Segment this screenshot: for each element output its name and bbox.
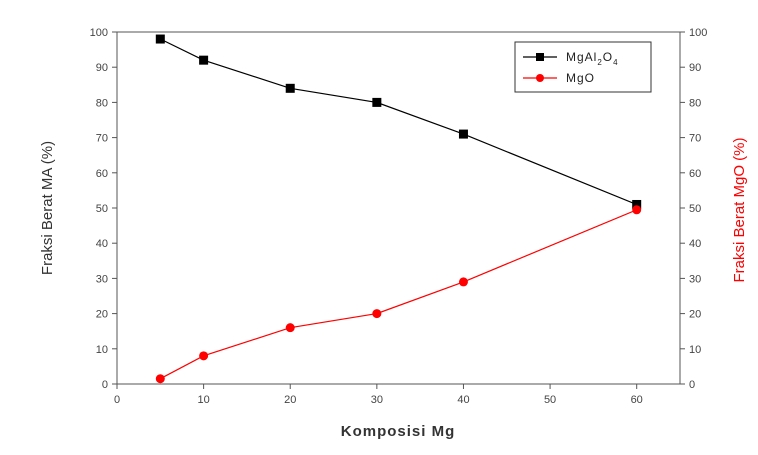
data-point-mgal2o4 [285, 83, 295, 93]
y-tick-label: 60 [96, 168, 108, 180]
legend-label-part: O [603, 50, 613, 64]
x-tick-label: 0 [114, 394, 120, 406]
data-point-mgo [155, 374, 165, 384]
data-point-mgal2o4 [632, 199, 642, 209]
y2-tick-label: 0 [689, 379, 695, 391]
y2-tick-label: 50 [689, 203, 701, 215]
legend-label-subscript: 4 [613, 58, 618, 67]
x-tick-label: 50 [544, 394, 556, 406]
legend-label-subscript: 2 [597, 58, 602, 67]
data-point-mgo [199, 351, 209, 361]
y2-tick-label: 10 [689, 344, 701, 356]
y-tick-label: 0 [102, 379, 108, 391]
data-point-mgal2o4 [458, 129, 468, 139]
legend-label: MgO [566, 71, 595, 85]
y-tick-label: 70 [96, 133, 108, 145]
y2-tick-label: 70 [689, 133, 701, 145]
x-tick-label: 40 [457, 394, 469, 406]
y2-tick-label: 40 [689, 238, 701, 250]
y2-tick-label: 60 [689, 168, 701, 180]
y-tick-label: 50 [96, 203, 108, 215]
x-tick-label: 30 [371, 394, 383, 406]
y2-tick-label: 80 [689, 97, 701, 109]
x-tick-label: 60 [631, 394, 643, 406]
y-axis-left: 0 10 20 30 40 50 60 70 80 90 100 [90, 27, 117, 391]
data-point-mgo [285, 323, 295, 333]
series-layer [155, 34, 642, 384]
x-axis-title: Komposisi Mg [341, 423, 456, 440]
y-tick-label: 40 [96, 238, 108, 250]
legend-marker-square [536, 53, 544, 61]
x-axis: 0 10 20 30 40 50 60 [114, 384, 643, 406]
data-point-mgo [372, 309, 382, 319]
x-tick-label: 10 [197, 394, 209, 406]
y-tick-label: 100 [90, 27, 108, 39]
y-tick-label: 90 [96, 62, 108, 74]
legend-box [514, 41, 652, 93]
y2-tick-label: 30 [689, 273, 701, 285]
data-point-mgo [632, 205, 642, 215]
y-axis-right-title: Fraksi Berat MgO (%) [731, 137, 748, 282]
y-tick-label: 20 [96, 309, 108, 321]
data-point-mgal2o4 [199, 55, 209, 65]
data-point-mgal2o4 [372, 97, 382, 107]
y2-tick-label: 100 [689, 27, 707, 39]
y-tick-label: 80 [96, 97, 108, 109]
legend-label-part: MgO [566, 71, 595, 85]
data-point-mgal2o4 [155, 34, 165, 44]
y-tick-label: 30 [96, 273, 108, 285]
series-line-mgal2o4 [160, 38, 637, 206]
x-tick-label: 20 [284, 394, 296, 406]
y-tick-label: 10 [96, 344, 108, 356]
data-point-mgo [458, 277, 468, 287]
legend-marker-circle [536, 74, 544, 82]
legend-label: MgAl2O4 [566, 50, 619, 67]
legend-label-part: MgAl [566, 50, 597, 64]
y-axis-left-title: Fraksi Berat MA (%) [39, 141, 56, 275]
y2-tick-label: 90 [689, 62, 701, 74]
legend: MgAl2O4 MgO [514, 41, 652, 93]
y-axis-right: 0 10 20 30 40 50 60 70 80 90 100 [680, 27, 707, 391]
series-line-mgo [160, 209, 637, 380]
y2-tick-label: 20 [689, 309, 701, 321]
